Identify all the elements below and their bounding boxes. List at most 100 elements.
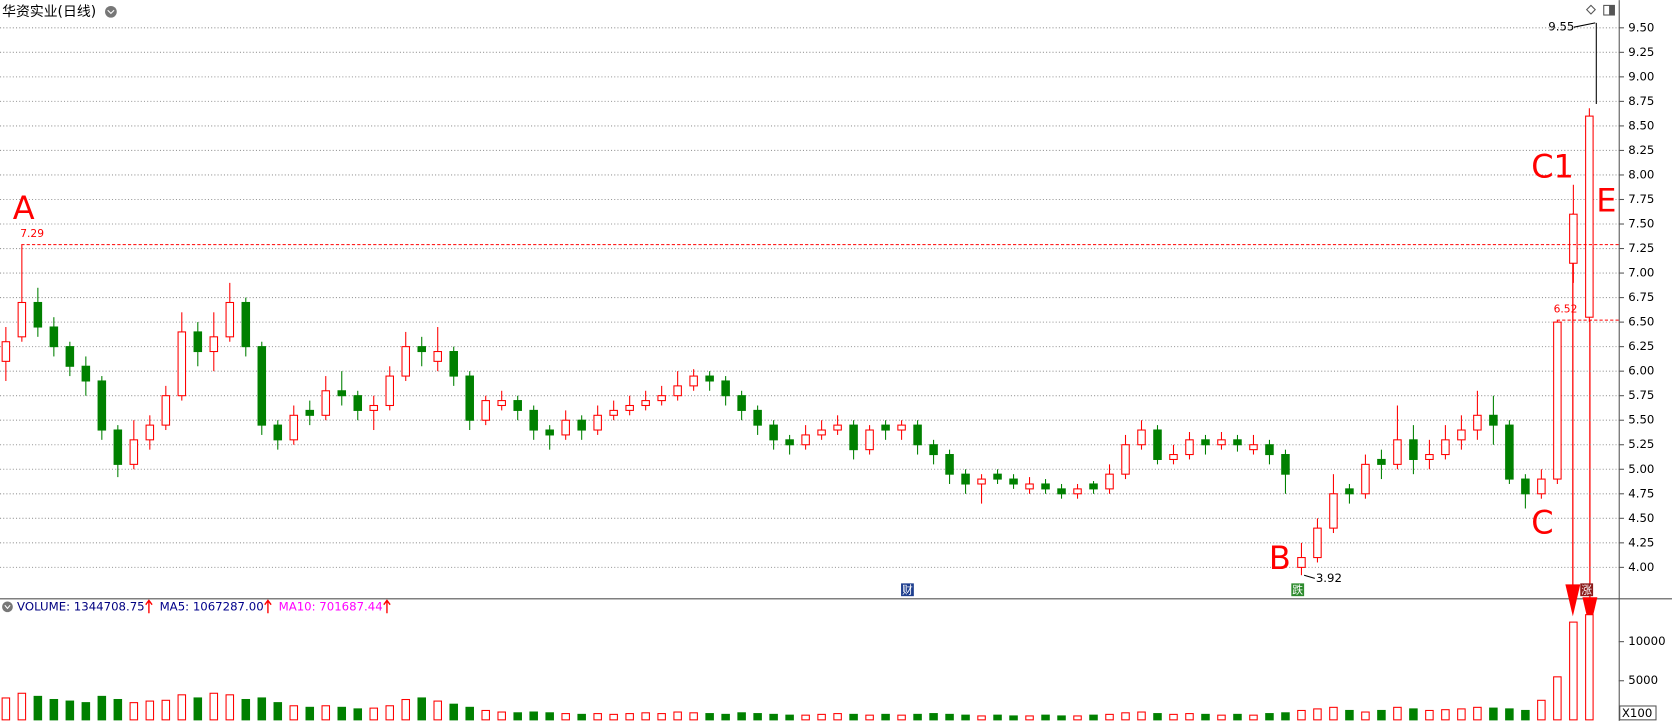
candle-body bbox=[321, 390, 331, 416]
candle-body bbox=[593, 414, 602, 431]
volume-bar bbox=[1121, 712, 1130, 721]
volume-bar bbox=[401, 698, 411, 721]
volume-bar bbox=[1153, 713, 1162, 721]
volume-bar bbox=[1393, 706, 1402, 721]
candle-body bbox=[1521, 478, 1530, 495]
y-tick-label: 7.25 bbox=[1628, 241, 1654, 255]
volume-unit: X100 bbox=[1622, 706, 1652, 720]
candle-body bbox=[353, 395, 363, 411]
volume-bar bbox=[1281, 712, 1290, 721]
volume-bar bbox=[593, 713, 602, 721]
volume-bar bbox=[929, 713, 938, 721]
volume-bar bbox=[545, 712, 554, 721]
candle-body bbox=[993, 473, 1002, 480]
candle-body bbox=[257, 346, 267, 426]
toolbar-icon-fill bbox=[1609, 5, 1615, 16]
candle-body bbox=[33, 301, 43, 328]
candle-body bbox=[1201, 439, 1210, 446]
candle-body bbox=[1025, 483, 1034, 490]
candle-body bbox=[337, 390, 347, 397]
candle-body bbox=[177, 331, 187, 397]
candle-body bbox=[193, 331, 203, 353]
event-icon bbox=[1291, 583, 1305, 597]
price-note: 6.52 bbox=[1554, 302, 1578, 315]
volume-bar bbox=[657, 713, 666, 721]
volume-bar bbox=[673, 711, 682, 721]
candle-body bbox=[1297, 557, 1306, 568]
volume-bar bbox=[705, 713, 714, 721]
volume-bar bbox=[1521, 709, 1530, 721]
volume-bar bbox=[1441, 709, 1450, 721]
volume-menu-chevron bbox=[4, 604, 11, 610]
volume-bar bbox=[369, 707, 379, 721]
volume-bar bbox=[1057, 715, 1066, 721]
volume-bar bbox=[1505, 708, 1514, 721]
candle-body bbox=[705, 375, 714, 382]
volume-bar bbox=[1345, 709, 1354, 721]
marker-label: B bbox=[1269, 539, 1291, 577]
candle-body bbox=[305, 409, 315, 416]
title-menu-icon[interactable] bbox=[105, 5, 117, 18]
candle-body bbox=[1329, 493, 1338, 529]
volume-bar bbox=[881, 713, 890, 721]
candle-body bbox=[1377, 458, 1386, 465]
volume-legend-arrow bbox=[264, 599, 272, 614]
volume-bar bbox=[1169, 713, 1178, 721]
y-tick-label: 9.25 bbox=[1628, 45, 1654, 59]
volume-bar bbox=[433, 700, 442, 721]
volume-bar bbox=[833, 713, 842, 721]
candle-body bbox=[1217, 439, 1226, 446]
y-tick-label: 4.50 bbox=[1628, 511, 1654, 525]
candle-body bbox=[673, 385, 682, 397]
volume-bar bbox=[209, 692, 219, 721]
volume-bar bbox=[1137, 711, 1146, 721]
candle-body bbox=[1089, 483, 1098, 490]
volume-bar bbox=[145, 700, 155, 721]
y-tick-label: 6.50 bbox=[1628, 315, 1654, 329]
y-tick-label: 4.75 bbox=[1628, 486, 1654, 500]
y-tick-label: 4.25 bbox=[1628, 535, 1654, 549]
candle-body bbox=[1073, 488, 1082, 495]
y-tick-label: 6.25 bbox=[1628, 339, 1654, 353]
volume-bar bbox=[1329, 706, 1338, 721]
candle-body bbox=[289, 414, 299, 441]
marker-label: E bbox=[1596, 182, 1616, 220]
volume-bar bbox=[497, 711, 506, 721]
price-note: 9.55 bbox=[1548, 20, 1574, 34]
marker-label: A bbox=[13, 189, 35, 227]
volume-legend-label: MA5: 1067287.00 bbox=[160, 599, 264, 613]
volume-bar bbox=[1201, 713, 1210, 721]
y-tick-label: 5.00 bbox=[1628, 462, 1654, 476]
event-label: 跌 bbox=[1292, 583, 1303, 596]
volume-bar bbox=[129, 702, 139, 721]
volume-bar bbox=[1489, 707, 1498, 721]
volume-bar bbox=[1009, 715, 1018, 721]
volume-tick-label: 5000 bbox=[1628, 673, 1658, 687]
volume-bar bbox=[1585, 614, 1594, 721]
volume-menu-icon[interactable] bbox=[2, 601, 13, 613]
candle-body bbox=[385, 375, 395, 407]
candle-body bbox=[1041, 483, 1050, 490]
y-tick-label: 5.75 bbox=[1628, 388, 1654, 402]
candle-body bbox=[849, 424, 858, 451]
volume-bar bbox=[49, 698, 59, 721]
candle-body bbox=[961, 473, 970, 485]
candle-body bbox=[785, 439, 794, 446]
candle-body bbox=[1281, 454, 1290, 475]
candle-body bbox=[1233, 439, 1242, 446]
volume-bar bbox=[1025, 715, 1034, 721]
candle-body bbox=[625, 404, 634, 411]
candle-body bbox=[929, 444, 938, 456]
volume-bar bbox=[801, 714, 810, 721]
volume-bar bbox=[753, 713, 762, 721]
candle-body bbox=[945, 454, 954, 475]
y-tick-label: 6.00 bbox=[1628, 364, 1654, 378]
price-note: 3.92 bbox=[1316, 571, 1342, 585]
volume-bar bbox=[1473, 706, 1482, 721]
candle-body bbox=[145, 424, 155, 441]
volume-bar bbox=[1569, 621, 1578, 721]
volume-bar bbox=[81, 702, 91, 721]
toolbar-icon[interactable] bbox=[1585, 4, 1596, 15]
